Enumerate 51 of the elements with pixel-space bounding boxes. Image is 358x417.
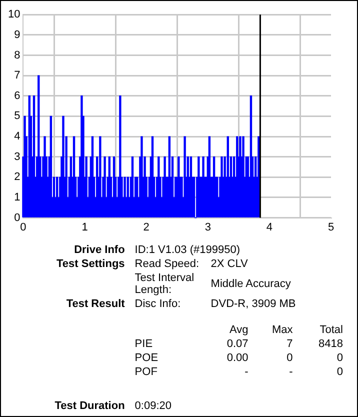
y-tick-label: 8 [14,49,20,62]
text: 0.07 [226,338,248,350]
text: - [244,366,248,378]
text: ID:1 V1.03 (#199950) [134,244,240,256]
text: 8418 [318,338,343,350]
y-tick-label: 10 [8,8,20,21]
bar [140,136,143,218]
y-tick-label: 5 [14,110,20,122]
text: Test Settings [56,258,125,270]
x-tick-label: 5 [328,221,334,234]
y-tick-label: 7 [14,70,20,82]
text: Test Interval Length: [134,272,194,296]
y-tick-label: 2 [14,171,20,184]
x-tick-label: 4 [266,221,273,234]
text: Disc Info: [134,298,181,310]
text: Test Duration [54,400,125,412]
text: 0 [336,366,343,378]
text: POF [134,366,158,378]
text: - [289,366,293,378]
text: 0:09:20 [134,400,172,412]
y-tick-label: 6 [14,90,20,102]
text: 0 [286,352,293,364]
y-tick-label: 9 [14,28,20,41]
bar [242,136,244,218]
bar [99,136,102,218]
x-tick-label: 2 [143,221,150,234]
text: PIE [134,338,153,350]
bar [124,176,126,218]
y-tick-label: 0 [14,212,20,224]
text: DVD-R, 3909 MB [210,298,296,310]
x-tick-label: 3 [204,221,211,234]
y-tick-label: 4 [14,130,20,143]
text: Read Speed: [134,258,200,270]
text: POE [134,352,158,364]
text: Test Result [66,298,125,310]
text: Total [320,324,343,336]
text: 0.00 [226,352,248,364]
text: 7 [286,338,293,350]
text: Max [272,324,293,336]
y-tick-label: 1 [14,192,20,204]
bar [62,116,64,218]
bar [119,96,122,218]
text: 0 [336,352,343,364]
text: Middle Accuracy [210,278,291,290]
text: Avg [230,324,248,336]
text: 2X CLV [210,258,248,270]
bar [184,136,186,218]
text: Drive Info [74,244,125,256]
y-tick-label: 3 [14,150,20,163]
x-tick-label: 1 [82,221,88,234]
bar [104,156,106,218]
